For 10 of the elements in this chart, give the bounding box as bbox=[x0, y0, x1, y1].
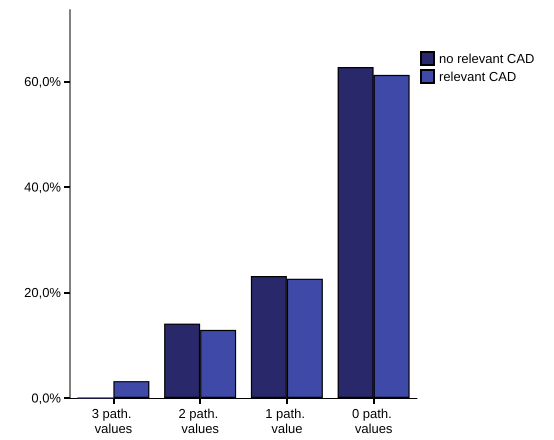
y-tick-label: 20,0% bbox=[24, 284, 62, 300]
x-tick-label: 1 path. value bbox=[265, 406, 309, 436]
y-tick-label: 40,0% bbox=[24, 179, 62, 194]
legend-label: no relevant CAD bbox=[439, 51, 534, 66]
x-tick-label: 2 path. values bbox=[178, 406, 222, 436]
y-tick-label: 60,0% bbox=[24, 74, 62, 89]
legend-label: relevant CAD bbox=[439, 69, 516, 84]
y-tick-label: 0,0% bbox=[31, 390, 62, 406]
x-tick-label: 3 path. values bbox=[92, 406, 136, 436]
x-tick-label: 0 path. values bbox=[352, 406, 396, 436]
